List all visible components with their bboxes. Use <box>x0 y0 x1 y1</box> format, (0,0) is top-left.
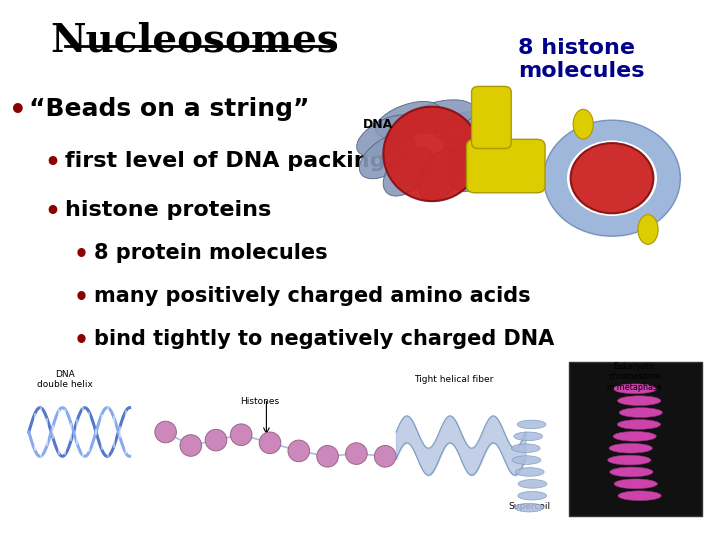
Ellipse shape <box>205 429 227 451</box>
Text: •: • <box>45 200 60 224</box>
Text: first level of DNA packing: first level of DNA packing <box>65 151 385 171</box>
Ellipse shape <box>433 111 504 142</box>
Ellipse shape <box>573 109 593 139</box>
Ellipse shape <box>567 140 657 216</box>
Text: many positively charged amino acids: many positively charged amino acids <box>94 286 530 306</box>
Text: •: • <box>9 97 27 125</box>
Ellipse shape <box>444 131 516 161</box>
Ellipse shape <box>518 491 546 500</box>
Ellipse shape <box>613 431 657 441</box>
Text: DNA: DNA <box>363 118 393 131</box>
Ellipse shape <box>346 443 367 464</box>
Ellipse shape <box>317 446 338 467</box>
Ellipse shape <box>230 424 252 446</box>
Text: histone proteins: histone proteins <box>65 200 271 220</box>
Ellipse shape <box>418 149 463 201</box>
Ellipse shape <box>449 138 489 192</box>
Ellipse shape <box>514 432 543 441</box>
Text: bind tightly to negatively charged DNA: bind tightly to negatively charged DNA <box>94 329 554 349</box>
Ellipse shape <box>571 143 654 213</box>
FancyBboxPatch shape <box>569 362 702 516</box>
Text: 8 protein molecules: 8 protein molecules <box>94 243 327 263</box>
Ellipse shape <box>374 446 396 467</box>
Text: 8 histone
molecules: 8 histone molecules <box>518 38 645 81</box>
Ellipse shape <box>511 444 540 453</box>
Ellipse shape <box>518 480 547 488</box>
Text: “Beads on a string”: “Beads on a string” <box>29 97 310 121</box>
Ellipse shape <box>375 102 441 139</box>
Ellipse shape <box>638 214 658 244</box>
Ellipse shape <box>610 467 653 477</box>
Ellipse shape <box>614 479 657 489</box>
Ellipse shape <box>383 107 481 201</box>
FancyBboxPatch shape <box>472 86 511 148</box>
Text: Nucleosomes: Nucleosomes <box>50 22 339 59</box>
Ellipse shape <box>383 147 433 196</box>
Ellipse shape <box>613 384 657 394</box>
Ellipse shape <box>618 396 661 406</box>
Ellipse shape <box>544 120 680 237</box>
Ellipse shape <box>288 440 310 462</box>
Ellipse shape <box>516 468 544 476</box>
Ellipse shape <box>608 455 651 465</box>
Ellipse shape <box>359 133 415 179</box>
Ellipse shape <box>356 115 418 157</box>
Ellipse shape <box>617 420 660 429</box>
Text: Supercoil: Supercoil <box>508 502 550 511</box>
Ellipse shape <box>618 491 661 501</box>
Ellipse shape <box>517 420 546 429</box>
Ellipse shape <box>619 408 662 417</box>
Text: Histones: Histones <box>240 397 279 406</box>
Ellipse shape <box>180 435 202 456</box>
Text: Tight helical fiber: Tight helical fiber <box>414 375 493 384</box>
Ellipse shape <box>609 443 652 453</box>
Ellipse shape <box>259 432 281 454</box>
Text: Eukaryotic
chromosome
in metaphase: Eukaryotic chromosome in metaphase <box>608 362 662 392</box>
Text: •: • <box>73 329 89 353</box>
Text: •: • <box>45 151 60 175</box>
Ellipse shape <box>406 100 474 133</box>
FancyBboxPatch shape <box>467 139 545 193</box>
Ellipse shape <box>515 503 544 512</box>
Ellipse shape <box>512 456 541 464</box>
Text: DNA
double helix: DNA double helix <box>37 370 93 389</box>
Text: •: • <box>73 286 89 310</box>
Text: •: • <box>73 243 89 267</box>
Ellipse shape <box>155 421 176 443</box>
